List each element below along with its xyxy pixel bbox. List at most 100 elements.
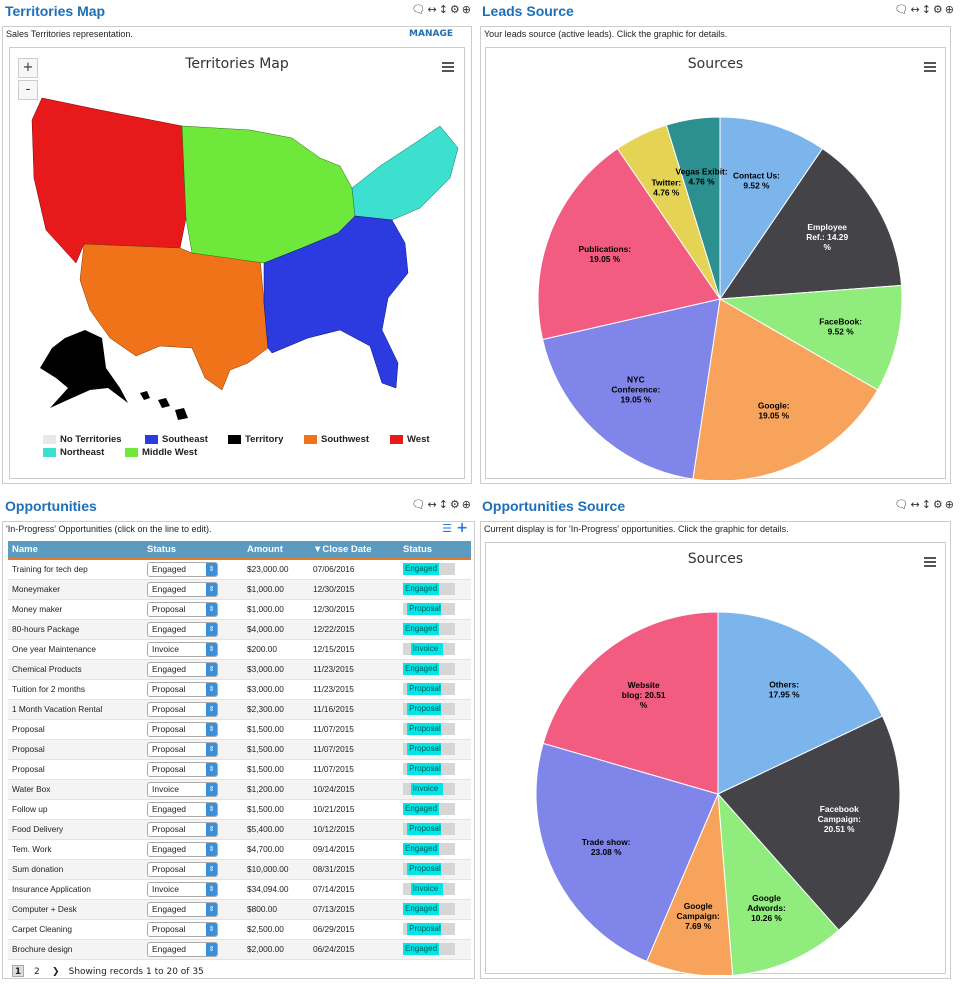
panel-title[interactable]: Territories Map [5,3,106,19]
table-row[interactable]: Proposal Proposal ⇕ $1,500.00 11/07/2015 Prop… [8,739,471,760]
status-select[interactable]: Proposal ⇕ [147,701,218,717]
status-select[interactable]: Engaged ⇕ [147,801,218,817]
opp-source-pie-chart[interactable]: Sources Others: 17.95 % Facebook Campaign: 2… [485,542,947,975]
legend-item[interactable]: No Territories [43,434,122,445]
table-row[interactable]: 1 Month Vacation Rental Proposal ⇕ $2,300.0… [8,699,471,720]
column-header[interactable]: Name [8,541,143,560]
settings-icon[interactable]: ⚙⊕ [932,3,956,16]
status-select[interactable]: Engaged ⇕ [147,561,218,577]
settings-icon[interactable]: ⚙⊕ [449,498,473,511]
status-select[interactable]: Engaged ⇕ [147,581,218,597]
table-row[interactable]: Follow up Engaged ⇕ $1,500.00 10/21/2015 Enga… [8,799,471,820]
table-row[interactable]: Tuition for 2 months Proposal ⇕ $3,000.00 11… [8,679,471,700]
status-select[interactable]: Invoice ⇕ [147,881,218,897]
column-header[interactable]: Status [399,541,471,560]
table-row[interactable]: Proposal Proposal ⇕ $1,500.00 11/07/2015 Prop… [8,759,471,780]
manage-link[interactable]: MANAGE [409,29,453,39]
legend-item[interactable]: Southwest [304,434,369,445]
zoom-out-button[interactable]: - [18,80,38,100]
legend-label: Territory [245,434,284,445]
table-row[interactable]: Carpet Cleaning Proposal ⇕ $2,500.00 06/29/2… [8,919,471,940]
chart-menu-icon[interactable] [442,62,454,72]
table-row[interactable]: 80-hours Package Engaged ⇕ $4,000.00 12/22/2… [8,619,471,640]
pie-chart-svg[interactable]: Others: 17.95 % Facebook Campaign: 20.51 % Go… [486,543,947,975]
page-2-button[interactable]: 2 [34,967,40,977]
status-select[interactable]: Proposal ⇕ [147,681,218,697]
legend-item[interactable]: Southeast [145,434,208,445]
pie-slice[interactable] [717,792,840,975]
table-row[interactable]: Insurance Application Invoice ⇕ $34,094.00 0… [8,879,471,900]
next-page-icon[interactable]: ❯ [51,967,60,977]
legend-item[interactable]: West [390,434,430,445]
table-row[interactable]: One year Maintenance Invoice ⇕ $200.00 12/15… [8,639,471,660]
panel-title[interactable]: Opportunities Source [482,498,626,514]
legend-item[interactable]: Northeast [43,447,104,458]
status-select[interactable]: Proposal ⇕ [147,761,218,777]
column-header[interactable]: Amount [243,541,309,560]
status-select[interactable]: Proposal ⇕ [147,601,218,617]
status-select[interactable]: Invoice ⇕ [147,781,218,797]
pie-slice[interactable] [692,298,879,480]
status-select[interactable]: Engaged ⇕ [147,941,218,957]
table-row[interactable]: Training for tech dep Engaged ⇕ $23,000.00 0… [8,559,471,580]
pie-slice[interactable] [717,611,884,795]
settings-icon[interactable]: ⚙⊕ [449,3,473,16]
pie-chart-svg[interactable]: Contact Us: 9.52 % Employee Ref.: 14.29 % Fac… [486,48,947,480]
comment-icon[interactable]: 🗨︎ [894,3,911,16]
chart-menu-icon[interactable] [924,557,936,567]
pie-slice[interactable] [717,715,901,931]
comment-icon[interactable]: 🗨︎ [894,498,911,511]
status-select[interactable]: Engaged ⇕ [147,841,218,857]
resize-icon[interactable]: ↔↕ [427,498,450,511]
comment-icon[interactable]: 🗨︎ [411,498,428,511]
table-row[interactable]: Sum donation Proposal ⇕ $10,000.00 08/31/201… [8,859,471,880]
status-select[interactable]: Invoice ⇕ [147,641,218,657]
table-row[interactable]: Water Box Invoice ⇕ $1,200.00 10/24/2015 Invo… [8,779,471,800]
zoom-in-button[interactable]: + [18,58,38,78]
table-row[interactable]: Computer + Desk Engaged ⇕ $800.00 07/13/2015… [8,899,471,920]
status-select[interactable]: Proposal ⇕ [147,861,218,877]
pie-slice[interactable] [542,611,719,795]
status-select[interactable]: Proposal ⇕ [147,921,218,937]
settings-icon[interactable]: ⚙⊕ [932,498,956,511]
pie-slice-label: NYC Conference: 19.05 % [611,375,660,405]
table-row[interactable]: Money maker Proposal ⇕ $1,000.00 12/30/2015 P… [8,599,471,620]
pie-slice[interactable] [541,298,721,480]
close-date: 11/07/2015 [309,759,399,780]
chart-menu-icon[interactable] [924,62,936,72]
pie-slice[interactable] [719,147,903,300]
legend-item[interactable]: Territory [228,434,283,445]
page-1-button[interactable]: 1 [12,965,24,977]
us-map[interactable] [10,48,466,480]
table-row[interactable]: Brochure design Engaged ⇕ $2,000.00 06/24/20… [8,939,471,960]
pie-slice[interactable] [665,116,721,300]
pie-slice[interactable] [719,116,824,301]
status-select[interactable]: Proposal ⇕ [147,721,218,737]
resize-icon[interactable]: ↔↕ [910,3,933,16]
table-row[interactable]: Food Delivery Proposal ⇕ $5,400.00 10/12/201… [8,819,471,840]
table-row[interactable]: Tem. Work Engaged ⇕ $4,700.00 09/14/2015 Enga… [8,839,471,860]
status-select-value: Engaged [152,843,187,854]
status-select[interactable]: Engaged ⇕ [147,621,218,637]
column-header[interactable]: Status [143,541,243,560]
table-row[interactable]: Chemical Products Engaged ⇕ $3,000.00 11/23/… [8,659,471,680]
list-view-icon[interactable]: ☰ [442,522,452,535]
status-select[interactable]: Engaged ⇕ [147,901,218,917]
add-icon[interactable]: + [456,520,468,536]
column-header[interactable]: ▼Close Date [309,541,399,560]
panel-title[interactable]: Leads Source [482,3,574,19]
table-row[interactable]: Moneymaker Engaged ⇕ $1,000.00 12/30/2015 Eng… [8,579,471,600]
legend-item[interactable]: Middle West [125,447,197,458]
pie-slice[interactable] [537,147,721,341]
resize-icon[interactable]: ↔↕ [910,498,933,511]
status-select[interactable]: Proposal ⇕ [147,741,218,757]
resize-icon[interactable]: ↔↕ [427,3,450,16]
comment-icon[interactable]: 🗨︎ [411,3,428,16]
pie-slice[interactable] [535,742,719,963]
status-select[interactable]: Engaged ⇕ [147,661,218,677]
table-row[interactable]: Proposal Proposal ⇕ $1,500.00 11/07/2015 Prop… [8,719,471,740]
pie-slice[interactable] [718,284,903,391]
status-select[interactable]: Proposal ⇕ [147,821,218,837]
leads-pie-chart[interactable]: Sources Contact Us: 9.52 % Employee Ref.: 1… [485,47,947,480]
panel-title[interactable]: Opportunities [5,498,97,514]
